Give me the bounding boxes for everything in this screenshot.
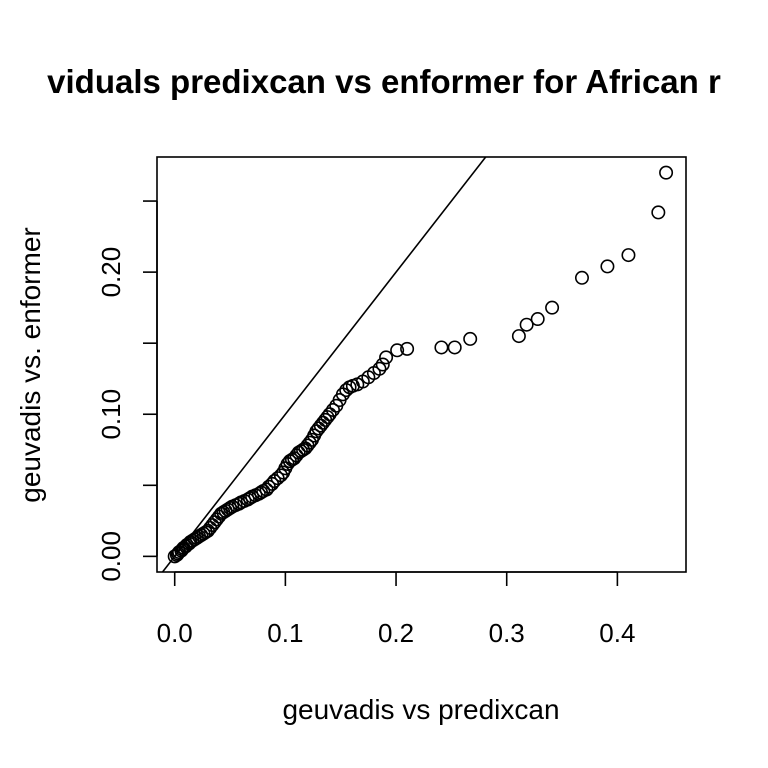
y-axis-label: geuvadis vs. enformer — [15, 227, 46, 502]
reference-line — [161, 157, 487, 572]
data-point — [372, 361, 387, 376]
x-tick-label: 0.4 — [599, 618, 635, 648]
data-point — [519, 317, 534, 332]
x-tick-label: 0.1 — [267, 618, 303, 648]
data-point — [659, 165, 674, 180]
data-point — [273, 468, 288, 483]
data-point — [511, 329, 526, 344]
data-point — [390, 343, 405, 358]
x-tick-label: 0.2 — [378, 618, 414, 648]
data-point — [574, 270, 589, 285]
x-axis-label: geuvadis vs predixcan — [282, 694, 559, 725]
y-tick-label: 0.20 — [96, 247, 126, 298]
data-point — [600, 259, 615, 274]
data-point — [302, 435, 317, 450]
data-point — [322, 407, 337, 422]
y-tick-label: 0.00 — [96, 531, 126, 582]
data-point — [463, 331, 478, 346]
data-point — [530, 312, 545, 327]
data-point — [545, 300, 560, 315]
chart-title: viduals predixcan vs enformer for Africa… — [47, 63, 721, 100]
x-tick-label: 0.3 — [489, 618, 525, 648]
data-point — [400, 341, 415, 356]
data-point — [379, 350, 394, 365]
data-point — [375, 357, 390, 372]
y-tick-label: 0.10 — [96, 389, 126, 440]
data-point — [621, 248, 636, 263]
data-point — [651, 205, 666, 220]
data-point — [325, 402, 340, 417]
data-point — [434, 340, 449, 355]
data-point — [447, 340, 462, 355]
x-tick-label: 0.0 — [157, 618, 193, 648]
